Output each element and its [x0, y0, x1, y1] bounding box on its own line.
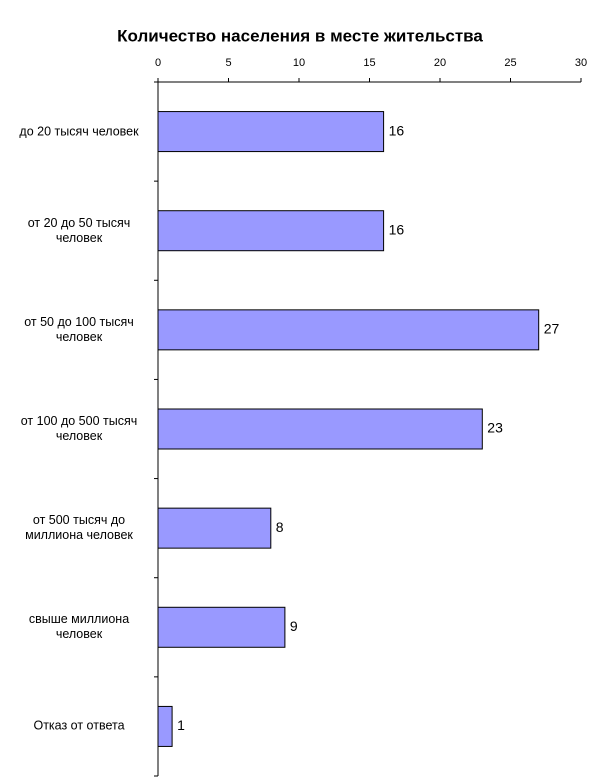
y-tick-label: от 100 до 500 тысяч человек: [20, 414, 138, 443]
y-tick-label: Отказ от ответа: [33, 718, 125, 733]
y-tick-label: до 20 тысяч человек: [19, 124, 139, 139]
x-tick-label: 5: [225, 57, 231, 69]
x-tick-label: 0: [155, 57, 161, 69]
y-tick-label: от 20 до 50 тысяч человек: [27, 215, 131, 245]
chart-title: Количество населения в месте жительства: [117, 26, 483, 45]
value-label: 16: [389, 221, 405, 237]
value-label: 8: [276, 519, 284, 535]
y-tick-label: от 50 до 100 тысяч человек: [24, 314, 134, 344]
x-tick-label: 20: [434, 57, 446, 69]
bar: [157, 210, 385, 252]
bar: [157, 309, 540, 351]
y-tick-label: от 500 тысяч до миллиона человек: [25, 513, 133, 543]
x-tick-label: 10: [293, 57, 305, 69]
bar: [157, 408, 483, 450]
y-tick-label: свыше миллиона человек: [28, 612, 130, 642]
bar: [157, 507, 272, 549]
value-label: 23: [487, 420, 503, 436]
value-label: 1: [177, 717, 185, 733]
bar: [157, 705, 173, 747]
bar: [157, 606, 286, 648]
x-tick-label: 30: [575, 57, 587, 69]
value-label: 27: [544, 321, 560, 337]
x-tick-label: 15: [363, 57, 375, 69]
bar: [157, 111, 385, 153]
value-label: 16: [389, 122, 405, 138]
x-tick-label: 25: [504, 57, 516, 69]
value-label: 9: [290, 618, 298, 634]
